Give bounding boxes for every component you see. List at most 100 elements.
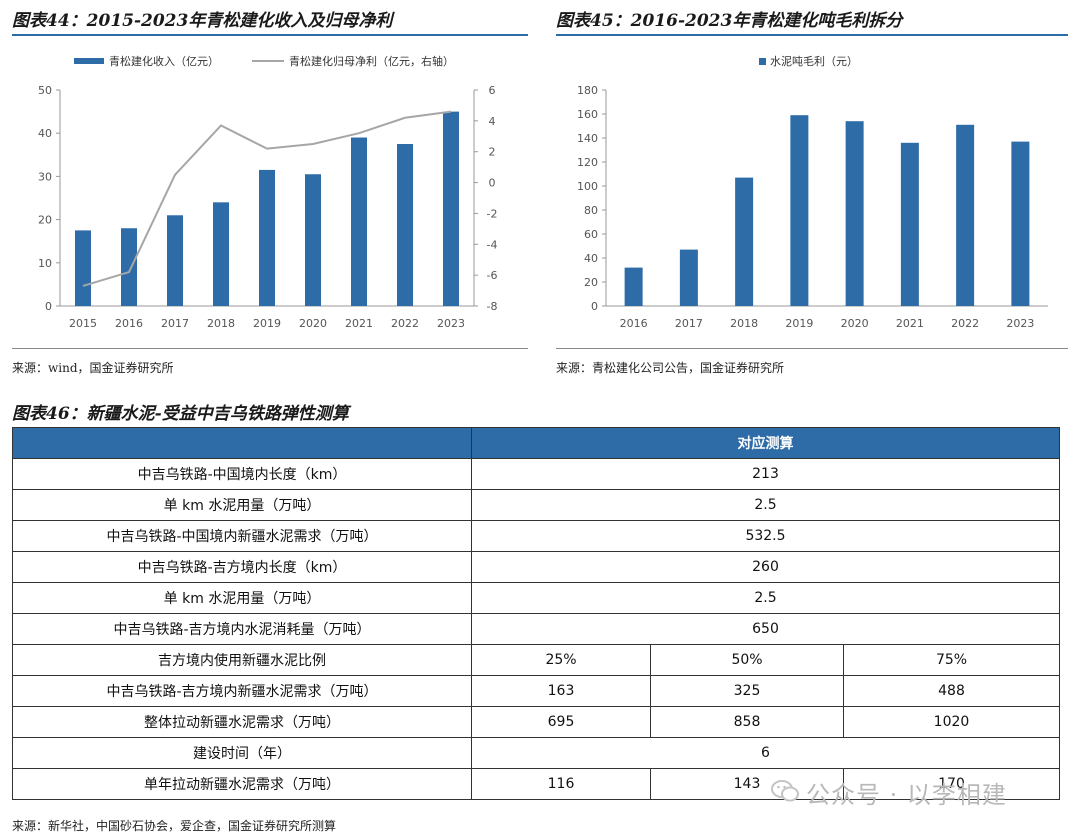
x-tick-label: 2022 (951, 317, 979, 330)
y-tick-label: 20 (584, 276, 598, 289)
x-tick-label: 2017 (675, 317, 703, 330)
row-value: 170 (843, 768, 1060, 800)
table-row: 中吉乌铁路-吉方境内水泥消耗量（万吨） 650 (12, 613, 1060, 645)
row-label: 单年拉动新疆水泥需求（万吨） (12, 768, 472, 800)
row-value: 650 (471, 613, 1060, 645)
table-row: 中吉乌铁路-中国境内长度（km） 213 (12, 458, 1060, 490)
row-value: 532.5 (471, 520, 1060, 552)
revenue-bar (213, 202, 229, 306)
elasticity-table: 对应测算 中吉乌铁路-中国境内长度（km） 213 单 km 水泥用量（万吨） 2.5… (12, 427, 1060, 800)
row-value: 213 (471, 458, 1060, 490)
fig44-source: 来源：wind，国金证券研究所 (12, 361, 174, 375)
row-value: 50% (650, 644, 844, 676)
fig44-title: 图表44：2015-2023年青松建化收入及归母净利 (12, 11, 393, 31)
y-tick-label-left: 0 (45, 300, 52, 313)
gross-profit-bar (845, 121, 864, 306)
table-row: 整体拉动新疆水泥需求（万吨） 695 858 1020 (12, 706, 1060, 738)
legend-swatch-gross-profit (759, 58, 766, 65)
row-value: 2.5 (471, 489, 1060, 521)
x-tick-label: 2022 (391, 317, 419, 330)
table-row: 单 km 水泥用量（万吨） 2.5 (12, 489, 1060, 521)
fig44-title-rule (12, 34, 528, 36)
revenue-bar (443, 111, 459, 306)
table-row: 单 km 水泥用量（万吨） 2.5 (12, 582, 1060, 614)
fig46-title: 图表46：新疆水泥-受益中吉乌铁路弹性测算 (12, 404, 349, 424)
revenue-bar (351, 137, 367, 306)
revenue-profit-chart: 青松建化收入（亿元） 青松建化归母净利（亿元，右轴）01020304050-8-6… (38, 54, 498, 330)
gross-profit-bar (624, 267, 643, 306)
watermark-text: 公众号 · 以李相建 (806, 781, 1007, 809)
revenue-bar (305, 174, 321, 306)
gross-profit-bar (735, 177, 754, 306)
gross-profit-bar (790, 115, 809, 306)
y-tick-label-right: 6 (489, 84, 496, 97)
row-value: 116 (471, 768, 651, 800)
table-row: 中吉乌铁路-吉方境内新疆水泥需求（万吨） 163 325 488 (12, 675, 1060, 707)
row-value: 143 (650, 768, 844, 800)
fig44-bottom-rule (12, 348, 528, 349)
gross-profit-bar (900, 142, 919, 306)
y-tick-label-right: -4 (487, 238, 498, 251)
row-value: 2.5 (471, 582, 1060, 614)
legend-label-revenue: 青松建化收入（亿元） (109, 54, 219, 68)
y-tick-label-left: 20 (38, 214, 52, 227)
row-label: 建设时间（年） (12, 737, 472, 769)
x-tick-label: 2019 (253, 317, 281, 330)
table-row: 中吉乌铁路-中国境内新疆水泥需求（万吨） 532.5 (12, 520, 1060, 552)
y-tick-label-right: -2 (487, 207, 498, 220)
y-tick-label-left: 30 (38, 170, 52, 183)
row-value: 260 (471, 551, 1060, 583)
revenue-bar (167, 215, 183, 306)
row-label: 中吉乌铁路-吉方境内新疆水泥需求（万吨） (12, 675, 472, 707)
row-value: 163 (471, 675, 651, 707)
x-tick-label: 2016 (115, 317, 143, 330)
y-tick-label-right: 2 (489, 146, 496, 159)
row-label: 中吉乌铁路-中国境内长度（km） (12, 458, 472, 490)
y-tick-label: 140 (577, 132, 598, 145)
y-tick-label: 80 (584, 204, 598, 217)
row-value: 488 (843, 675, 1060, 707)
x-tick-label: 2018 (730, 317, 758, 330)
row-label: 中吉乌铁路-中国境内新疆水泥需求（万吨） (12, 520, 472, 552)
row-value: 695 (471, 706, 651, 738)
row-value: 25% (471, 644, 651, 676)
revenue-bar (397, 144, 413, 306)
fig45-title-rule (556, 34, 1068, 36)
table-row: 建设时间（年） 6 (12, 737, 1060, 769)
table-header-title: 对应测算 (471, 427, 1060, 459)
x-tick-label: 2015 (69, 317, 97, 330)
fig46-source: 来源：新华社，中国砂石协会，爱企查，国金证券研究所测算 (12, 819, 337, 833)
y-tick-label: 160 (577, 108, 598, 121)
y-tick-label-left: 50 (38, 84, 52, 97)
x-tick-label: 2020 (841, 317, 869, 330)
y-tick-label-left: 10 (38, 257, 52, 270)
gross-profit-bar (1011, 141, 1030, 306)
y-tick-label: 180 (577, 84, 598, 97)
fig45-title: 图表45：2016-2023年青松建化吨毛利拆分 (556, 11, 903, 31)
y-tick-label: 40 (584, 252, 598, 265)
table-header-blank (12, 427, 472, 459)
x-tick-label: 2016 (620, 317, 648, 330)
table-row: 吉方境内使用新疆水泥比例 25% 50% 75% (12, 644, 1060, 676)
legend-swatch-revenue (74, 58, 104, 64)
y-tick-label: 120 (577, 156, 598, 169)
x-tick-label: 2023 (1006, 317, 1034, 330)
y-tick-label-right: 0 (489, 177, 496, 190)
cement-gross-profit-chart: 水泥吨毛利（元） 0 20 40 60 80 100 120 140 160 180 2016 2017… (577, 55, 1048, 330)
gross-profit-bar (679, 249, 698, 306)
row-label: 单 km 水泥用量（万吨） (12, 489, 472, 521)
y-tick-label: 0 (591, 300, 598, 313)
row-label: 吉方境内使用新疆水泥比例 (12, 644, 472, 676)
row-label: 单 km 水泥用量（万吨） (12, 582, 472, 614)
y-tick-label-right: 4 (489, 115, 496, 128)
row-value: 1020 (843, 706, 1060, 738)
legend-label-profit: 青松建化归母净利（亿元，右轴） (289, 54, 454, 68)
x-tick-label: 2017 (161, 317, 189, 330)
y-tick-label-right: -8 (487, 300, 498, 313)
revenue-bar (75, 230, 91, 306)
row-label: 整体拉动新疆水泥需求（万吨） (12, 706, 472, 738)
row-value: 6 (471, 737, 1060, 769)
y-tick-label: 60 (584, 228, 598, 241)
row-value: 325 (650, 675, 844, 707)
x-tick-label: 2020 (299, 317, 327, 330)
